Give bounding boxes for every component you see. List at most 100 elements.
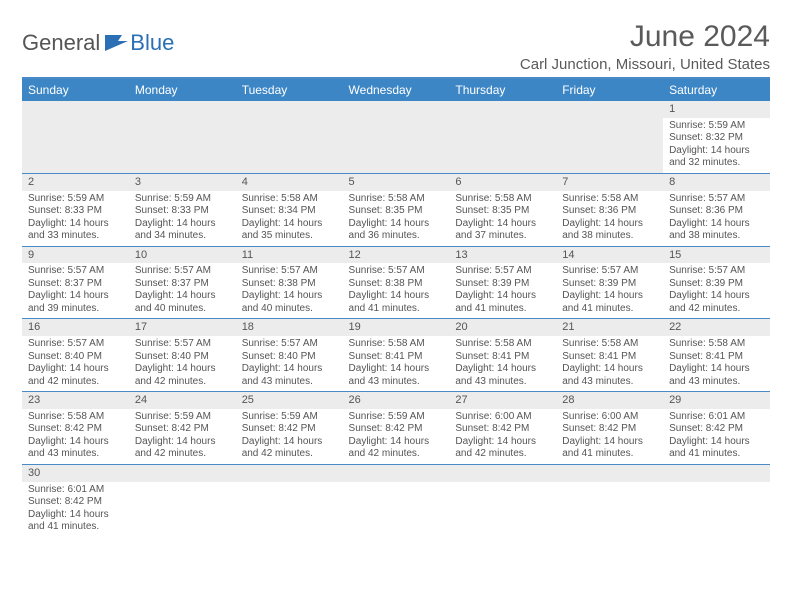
sun-data-line: Sunset: 8:42 PM: [135, 423, 230, 436]
sun-data-line: Sunrise: 5:59 AM: [135, 193, 230, 206]
sun-data-line: Sunrise: 6:00 AM: [455, 411, 550, 424]
day-data-cell: Sunrise: 5:58 AMSunset: 8:41 PMDaylight:…: [556, 336, 663, 392]
weekday-row: SundayMondayTuesdayWednesdayThursdayFrid…: [22, 79, 770, 101]
day-data-cell: Sunrise: 5:58 AMSunset: 8:35 PMDaylight:…: [343, 191, 450, 247]
day-number-cell: 4: [236, 173, 343, 190]
day-number-cell: 26: [343, 392, 450, 409]
sun-data-line: Daylight: 14 hours: [135, 218, 230, 231]
day-data-cell: Sunrise: 5:57 AMSunset: 8:40 PMDaylight:…: [129, 336, 236, 392]
day-data-cell: Sunrise: 6:01 AMSunset: 8:42 PMDaylight:…: [663, 409, 770, 465]
sun-data-line: Sunrise: 5:58 AM: [242, 193, 337, 206]
day-number: 22: [669, 321, 681, 333]
day-data-row: Sunrise: 5:57 AMSunset: 8:37 PMDaylight:…: [22, 263, 770, 319]
sun-data-line: and 43 minutes.: [669, 376, 764, 389]
sun-data-line: Daylight: 14 hours: [242, 290, 337, 303]
sun-data-line: Sunrise: 5:57 AM: [669, 193, 764, 206]
sun-data-line: Sunset: 8:37 PM: [28, 278, 123, 291]
month-title: June 2024: [520, 20, 770, 54]
sun-data-line: and 41 minutes.: [669, 448, 764, 461]
sun-data-line: Sunset: 8:41 PM: [562, 351, 657, 364]
day-number: 12: [349, 249, 361, 261]
day-number-cell: [343, 464, 450, 481]
day-number-cell: 12: [343, 246, 450, 263]
sun-data-line: Sunset: 8:40 PM: [242, 351, 337, 364]
brand-part1: General: [22, 30, 100, 56]
sun-data-line: and 41 minutes.: [455, 303, 550, 316]
day-number: 11: [242, 249, 253, 261]
day-data-cell: [236, 118, 343, 174]
day-data-row: Sunrise: 5:59 AMSunset: 8:33 PMDaylight:…: [22, 191, 770, 247]
sun-data-line: and 37 minutes.: [455, 230, 550, 243]
weekday-header: Thursday: [449, 79, 556, 101]
day-number-cell: 2: [22, 173, 129, 190]
calendar-body: 1Sunrise: 5:59 AMSunset: 8:32 PMDaylight…: [22, 101, 770, 537]
sun-data-line: Sunrise: 5:58 AM: [562, 193, 657, 206]
sun-data-line: Sunset: 8:40 PM: [135, 351, 230, 364]
sun-data-line: Sunset: 8:37 PM: [135, 278, 230, 291]
day-data-cell: Sunrise: 6:01 AMSunset: 8:42 PMDaylight:…: [22, 482, 129, 537]
sun-data-line: Sunset: 8:42 PM: [669, 423, 764, 436]
weekday-header: Sunday: [22, 79, 129, 101]
day-number: 27: [455, 394, 467, 406]
sun-data-line: and 40 minutes.: [135, 303, 230, 316]
sun-data-line: Daylight: 14 hours: [349, 436, 444, 449]
brand-part2: Blue: [130, 30, 174, 56]
sun-data-line: and 38 minutes.: [669, 230, 764, 243]
sun-data-line: and 42 minutes.: [669, 303, 764, 316]
day-number-row: 23242526272829: [22, 392, 770, 409]
sun-data-line: Daylight: 14 hours: [349, 363, 444, 376]
day-number-cell: 19: [343, 319, 450, 336]
sun-data-line: Sunset: 8:42 PM: [562, 423, 657, 436]
brand-logo: General Blue: [22, 30, 174, 56]
day-number-cell: 17: [129, 319, 236, 336]
sun-data-line: Daylight: 14 hours: [28, 218, 123, 231]
sun-data-line: Daylight: 14 hours: [562, 363, 657, 376]
day-number-cell: 22: [663, 319, 770, 336]
day-data-row: Sunrise: 5:57 AMSunset: 8:40 PMDaylight:…: [22, 336, 770, 392]
sun-data-line: Daylight: 14 hours: [669, 218, 764, 231]
sun-data-line: Sunset: 8:38 PM: [242, 278, 337, 291]
sun-data-line: Sunrise: 5:57 AM: [28, 265, 123, 278]
sun-data-line: Sunrise: 6:01 AM: [669, 411, 764, 424]
sun-data-line: Sunset: 8:39 PM: [455, 278, 550, 291]
day-data-cell: Sunrise: 5:58 AMSunset: 8:41 PMDaylight:…: [663, 336, 770, 392]
day-number-cell: [343, 101, 450, 118]
day-data-row: Sunrise: 5:58 AMSunset: 8:42 PMDaylight:…: [22, 409, 770, 465]
sun-data-line: Sunset: 8:41 PM: [349, 351, 444, 364]
day-number: 5: [349, 176, 355, 188]
day-data-cell: [449, 118, 556, 174]
sun-data-line: and 41 minutes.: [562, 448, 657, 461]
day-number-cell: 9: [22, 246, 129, 263]
day-number-cell: 7: [556, 173, 663, 190]
day-number-row: 30: [22, 464, 770, 481]
day-number-cell: [236, 101, 343, 118]
sun-data-line: Daylight: 14 hours: [455, 218, 550, 231]
day-data-cell: [343, 118, 450, 174]
sun-data-line: Sunrise: 5:57 AM: [669, 265, 764, 278]
sun-data-line: and 43 minutes.: [349, 376, 444, 389]
sun-data-line: Daylight: 14 hours: [669, 290, 764, 303]
sun-data-line: Daylight: 14 hours: [242, 218, 337, 231]
sun-data-line: Sunrise: 5:58 AM: [28, 411, 123, 424]
day-number-cell: 5: [343, 173, 450, 190]
day-number-cell: 21: [556, 319, 663, 336]
day-data-cell: [236, 482, 343, 537]
sun-data-line: Sunset: 8:42 PM: [242, 423, 337, 436]
day-data-cell: [22, 118, 129, 174]
day-number-cell: 16: [22, 319, 129, 336]
day-number: 3: [135, 176, 141, 188]
day-data-cell: [129, 118, 236, 174]
sun-data-line: Sunset: 8:39 PM: [669, 278, 764, 291]
day-data-cell: Sunrise: 5:57 AMSunset: 8:40 PMDaylight:…: [22, 336, 129, 392]
day-number-cell: [129, 101, 236, 118]
day-number: 29: [669, 394, 681, 406]
day-number-cell: [236, 464, 343, 481]
day-data-cell: Sunrise: 5:59 AMSunset: 8:33 PMDaylight:…: [129, 191, 236, 247]
day-data-cell: [343, 482, 450, 537]
day-data-row: Sunrise: 6:01 AMSunset: 8:42 PMDaylight:…: [22, 482, 770, 537]
day-number: 19: [349, 321, 361, 333]
day-number: 16: [28, 321, 40, 333]
sun-data-line: Sunset: 8:42 PM: [28, 423, 123, 436]
day-number: 1: [669, 103, 675, 115]
sun-data-line: and 35 minutes.: [242, 230, 337, 243]
